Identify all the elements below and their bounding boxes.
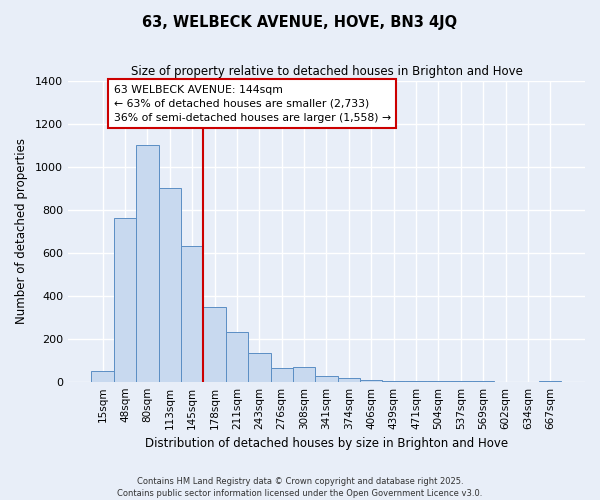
Title: Size of property relative to detached houses in Brighton and Hove: Size of property relative to detached ho…: [131, 65, 523, 78]
Text: Contains HM Land Registry data © Crown copyright and database right 2025.
Contai: Contains HM Land Registry data © Crown c…: [118, 476, 482, 498]
Bar: [360, 380, 382, 382]
Bar: [315, 376, 338, 382]
Text: 63, WELBECK AVENUE, HOVE, BN3 4JQ: 63, WELBECK AVENUE, HOVE, BN3 4JQ: [142, 15, 458, 30]
Bar: [271, 368, 293, 382]
Bar: [181, 246, 203, 382]
Bar: [226, 332, 248, 382]
Bar: [338, 378, 360, 382]
Bar: [248, 353, 271, 382]
Bar: [405, 381, 427, 382]
Bar: [158, 188, 181, 382]
Text: 63 WELBECK AVENUE: 144sqm
← 63% of detached houses are smaller (2,733)
36% of se: 63 WELBECK AVENUE: 144sqm ← 63% of detac…: [114, 85, 391, 123]
Bar: [203, 308, 226, 382]
Y-axis label: Number of detached properties: Number of detached properties: [15, 138, 28, 324]
Bar: [293, 366, 315, 382]
Bar: [114, 218, 136, 382]
X-axis label: Distribution of detached houses by size in Brighton and Hove: Distribution of detached houses by size …: [145, 437, 508, 450]
Bar: [382, 380, 405, 382]
Bar: [136, 145, 158, 382]
Bar: [91, 371, 114, 382]
